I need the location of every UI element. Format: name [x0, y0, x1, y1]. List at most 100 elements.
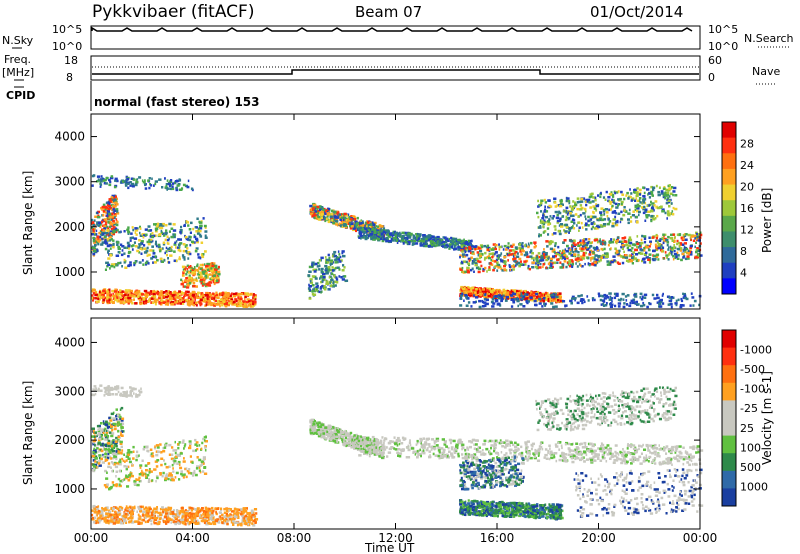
heatmap-cell [401, 234, 405, 238]
heatmap-cell [101, 205, 105, 209]
heatmap-cell [94, 291, 97, 295]
heatmap-cell [635, 253, 639, 256]
heatmap-cell [590, 215, 593, 218]
heatmap-cell [110, 175, 114, 178]
heatmap-cell [307, 287, 311, 290]
heatmap-cell [367, 224, 371, 227]
heatmap-cell [166, 241, 169, 245]
heatmap-cell [459, 255, 461, 259]
heatmap-cell [556, 261, 559, 264]
heatmap-cell [507, 253, 511, 257]
heatmap-cell [533, 246, 536, 249]
heatmap-cell [407, 236, 412, 239]
heatmap-cell [506, 291, 510, 294]
heatmap-cell [380, 231, 382, 235]
heatmap-cell [549, 257, 553, 260]
heatmap-cell [120, 297, 124, 301]
heatmap-cell [610, 297, 613, 300]
heatmap-cell [124, 260, 127, 263]
heatmap-cell [554, 242, 557, 245]
heatmap-cell [628, 195, 631, 199]
heatmap-cell [91, 246, 95, 249]
heatmap-cell [584, 242, 587, 245]
heatmap-cell [662, 233, 665, 236]
heatmap-cell [401, 231, 405, 235]
heatmap-cell [580, 206, 584, 210]
heatmap-cell [600, 255, 604, 258]
heatmap-cell [309, 278, 313, 281]
heatmap-cell [100, 291, 103, 295]
heatmap-cell [537, 290, 540, 294]
heatmap-cell [652, 218, 656, 221]
heatmap-cell [208, 281, 213, 284]
heatmap-cell [111, 298, 113, 302]
heatmap-cell [101, 291, 105, 294]
heatmap-cell [167, 242, 170, 245]
heatmap-cell [332, 218, 335, 221]
heatmap-cell [548, 263, 553, 266]
heatmap-cell [529, 296, 533, 299]
heatmap-cell [111, 301, 115, 304]
heatmap-cell [569, 212, 572, 215]
heatmap-cell [637, 207, 640, 210]
heatmap-cell [505, 269, 508, 272]
heatmap-cell [151, 301, 155, 304]
heatmap-cell [197, 256, 201, 259]
heatmap-cell [623, 209, 626, 212]
heatmap-cell [334, 261, 338, 264]
heatmap-cell [210, 263, 212, 267]
heatmap-cell [418, 233, 422, 236]
heatmap-cell [690, 238, 692, 241]
heatmap-cell [677, 298, 680, 302]
heatmap-cell [187, 251, 191, 254]
heatmap-cell [212, 268, 214, 271]
heatmap-cell [309, 204, 313, 208]
heatmap-cell [685, 233, 688, 236]
heatmap-cell [192, 278, 196, 282]
heatmap-cell [638, 244, 642, 248]
heatmap-cell [466, 266, 470, 270]
heatmap-cell [470, 305, 473, 308]
heatmap-cell [669, 245, 672, 249]
heatmap-cell [625, 243, 629, 247]
heatmap-cell [196, 268, 199, 272]
heatmap-cell [558, 224, 561, 227]
heatmap-cell [503, 264, 506, 268]
heatmap-cell [380, 225, 384, 228]
heatmap-cell [634, 208, 637, 212]
heatmap-cell [587, 215, 590, 219]
heatmap-cell [161, 232, 165, 235]
heatmap-cell [500, 252, 503, 255]
heatmap-cell [463, 286, 466, 289]
heatmap-cell [93, 250, 97, 253]
heatmap-cell [333, 253, 336, 256]
heatmap-cell [126, 246, 130, 250]
heatmap-cell [587, 219, 589, 223]
heatmap-cell [695, 241, 697, 244]
heatmap-cell [100, 233, 102, 236]
heatmap-cell [155, 228, 158, 232]
heatmap-cell [373, 225, 376, 228]
heatmap-cell [599, 224, 603, 227]
heatmap-cell [96, 235, 100, 239]
heatmap-cell [489, 247, 492, 251]
heatmap-cell [600, 303, 603, 306]
heatmap-cell [140, 296, 143, 299]
heatmap-cell [633, 191, 636, 194]
heatmap-cell [188, 302, 191, 305]
heatmap-cell [411, 243, 414, 246]
heatmap-cell [640, 304, 644, 308]
heatmap-cell [183, 258, 186, 261]
heatmap-cell [150, 257, 154, 260]
heatmap-cell [335, 223, 338, 226]
heatmap-cell [178, 290, 181, 293]
heatmap-cell [185, 299, 189, 302]
heatmap-cell [583, 300, 586, 304]
heatmap-cell [611, 300, 613, 303]
heatmap-cell [516, 289, 519, 293]
heatmap-cell [407, 234, 411, 238]
heatmap-cell [595, 203, 597, 206]
heatmap-cell [548, 256, 550, 259]
heatmap-cell [312, 207, 315, 210]
heatmap-cell [494, 290, 497, 294]
